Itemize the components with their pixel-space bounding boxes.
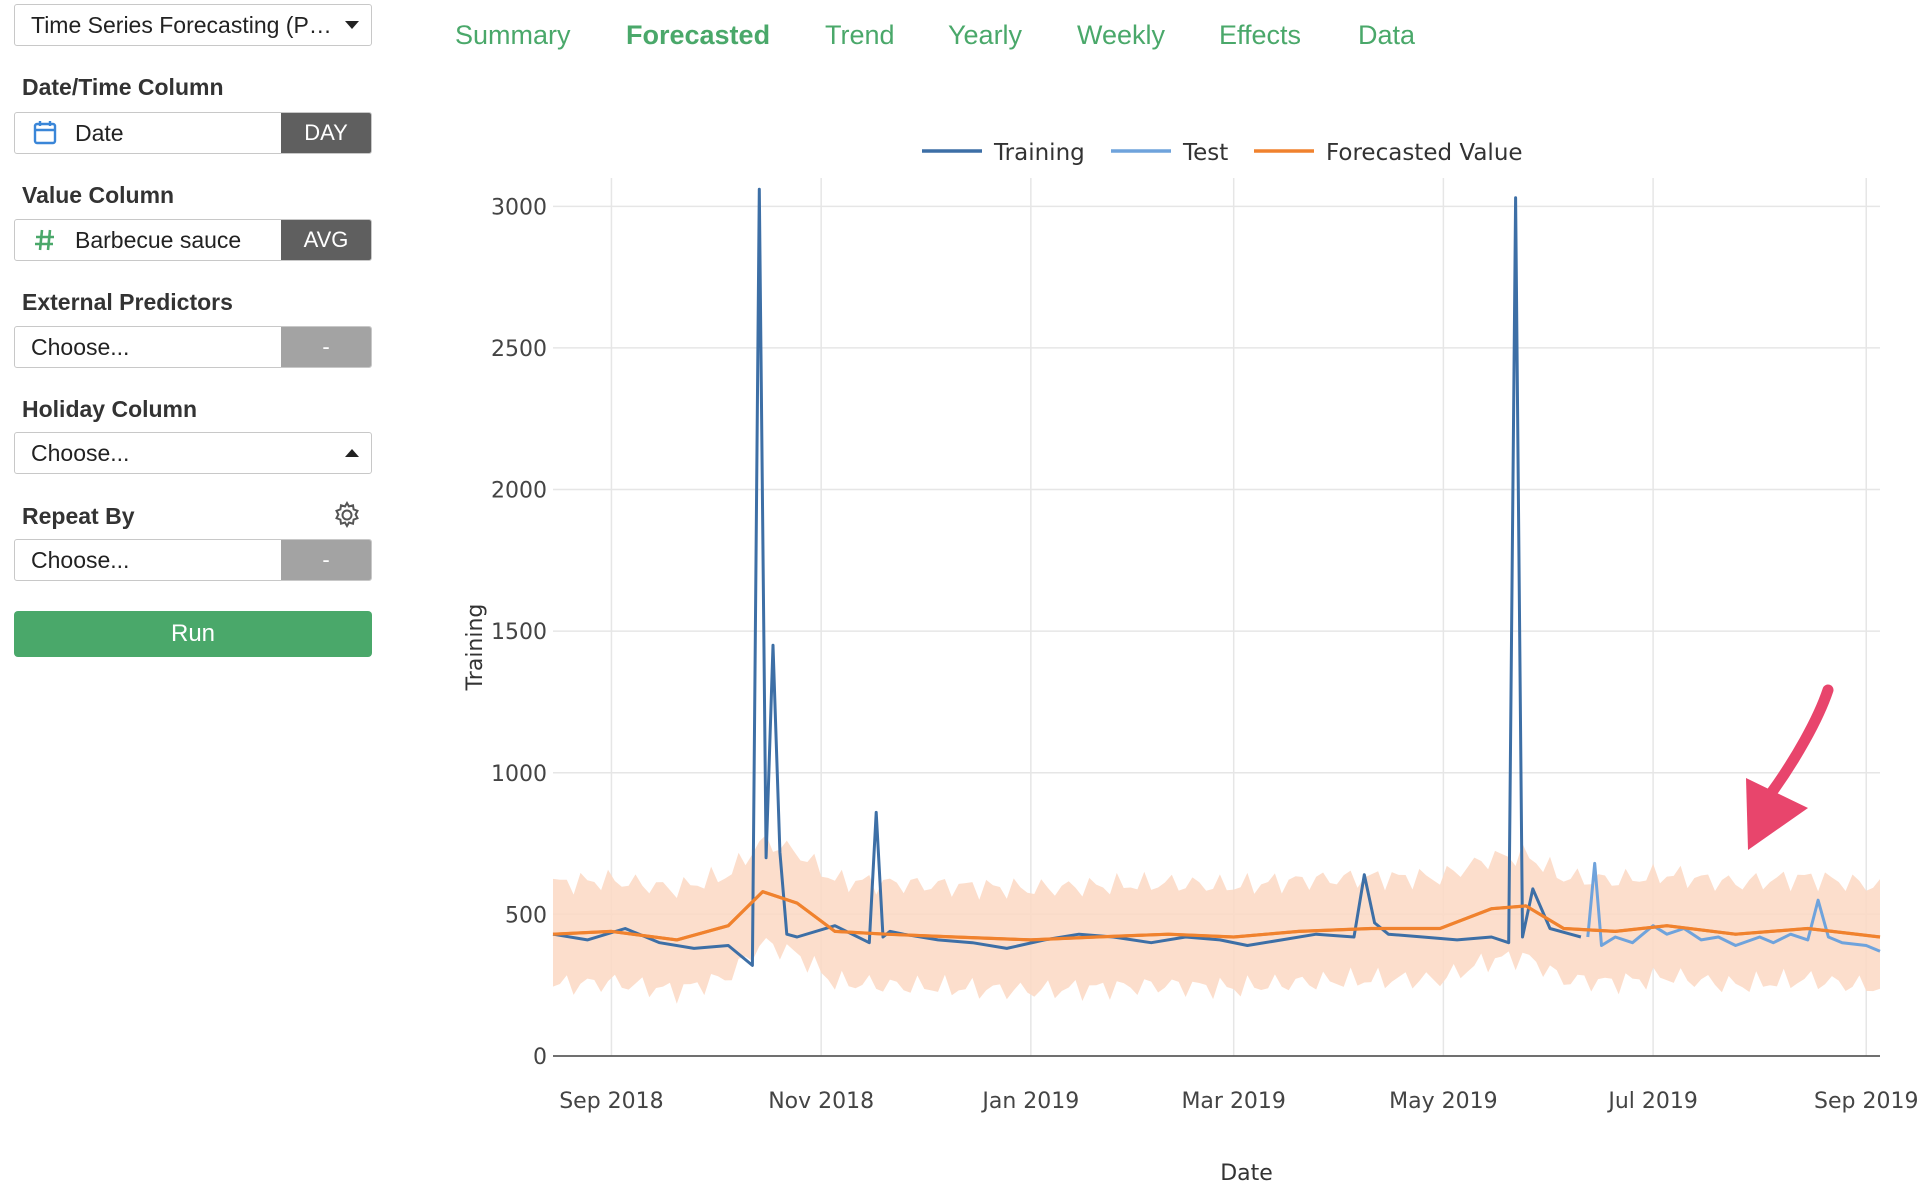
tab-yearly[interactable]: Yearly: [948, 20, 1023, 50]
value-column-value: Barbecue sauce: [75, 227, 242, 253]
y-tick-label: 2500: [491, 337, 547, 362]
repeat-by-button[interactable]: -: [281, 540, 371, 580]
tab-forecasted[interactable]: Forecasted: [626, 20, 771, 50]
value-column-field[interactable]: Barbecue sauce AVG: [14, 219, 372, 261]
chevron-up-icon: [345, 449, 359, 457]
y-tick-label: 3000: [491, 195, 547, 220]
sidebar: Time Series Forecasting (P… Date/Time Co…: [0, 0, 390, 1196]
chevron-down-icon: [345, 21, 359, 29]
arrow-icon-head: [1746, 778, 1808, 850]
y-tick-label: 2000: [491, 479, 547, 504]
repeat-by-field[interactable]: Choose... -: [14, 539, 372, 581]
x-tick-label: May 2019: [1389, 1089, 1497, 1114]
datetime-unit-button[interactable]: DAY: [281, 113, 371, 153]
confidence-band-layer: [553, 834, 1880, 1004]
x-tick-label: Sep 2018: [559, 1089, 663, 1114]
hash-icon: [33, 220, 61, 260]
arrow-icon-shaft: [1766, 684, 1834, 798]
run-button[interactable]: Run: [14, 611, 372, 657]
x-axis-title: Date: [1220, 1161, 1273, 1186]
value-column-label: Value Column: [22, 182, 175, 208]
y-axis-title: Training: [463, 604, 488, 692]
datetime-value: Date: [75, 120, 124, 146]
x-tick-label: Mar 2019: [1181, 1089, 1286, 1114]
y-tick-label: 500: [505, 903, 547, 928]
axis-layer: 0 500 1000 1500 2000 2500 3000 Sep 2018 Nov 2018…: [463, 195, 1918, 1186]
tab-summary[interactable]: Summary: [455, 20, 571, 50]
external-predictors-label: External Predictors: [22, 289, 233, 315]
tab-effects[interactable]: Effects: [1219, 20, 1302, 50]
repeat-by-placeholder: Choose...: [31, 547, 130, 573]
legend-label: Training: [993, 140, 1085, 166]
legend-label: Forecasted Value: [1326, 140, 1523, 166]
holiday-label: Holiday Column: [22, 396, 198, 422]
y-tick-label: 1500: [491, 620, 547, 645]
external-predictors-placeholder: Choose...: [31, 334, 130, 360]
gear-icon[interactable]: [332, 500, 362, 535]
x-tick-label: Sep 2019: [1814, 1089, 1918, 1114]
model-select-value: Time Series Forecasting (P…: [31, 12, 332, 38]
aggregation-button[interactable]: AVG: [281, 220, 371, 260]
confidence-band: [553, 834, 1880, 1004]
tab-data[interactable]: Data: [1358, 20, 1416, 50]
y-tick-label: 0: [533, 1045, 547, 1070]
tab-weekly[interactable]: Weekly: [1077, 20, 1166, 50]
model-select[interactable]: Time Series Forecasting (P…: [14, 4, 372, 46]
forecast-line-overlay: [552, 890, 1881, 942]
annotation-layer: [1746, 684, 1834, 850]
tab-trend[interactable]: Trend: [825, 20, 895, 50]
x-tick-label: Nov 2018: [768, 1089, 874, 1114]
holiday-select[interactable]: Choose...: [14, 432, 372, 474]
legend-label: Test: [1182, 140, 1228, 166]
series-layer: [552, 187, 1881, 967]
repeat-by-label: Repeat By: [22, 503, 135, 529]
datetime-field[interactable]: Date DAY: [14, 112, 372, 154]
external-predictors-field[interactable]: Choose... -: [14, 326, 372, 368]
y-tick-label: 1000: [491, 762, 547, 787]
x-tick-label: Jul 2019: [1606, 1089, 1698, 1114]
external-predictors-button[interactable]: -: [281, 327, 371, 367]
calendar-icon: [33, 113, 61, 153]
x-tick-label: Jan 2019: [980, 1089, 1079, 1114]
datetime-label: Date/Time Column: [22, 74, 224, 100]
legend: Training Test Forecasted Value: [922, 140, 1523, 166]
training-line: [552, 187, 1582, 967]
holiday-placeholder: Choose...: [31, 440, 130, 466]
